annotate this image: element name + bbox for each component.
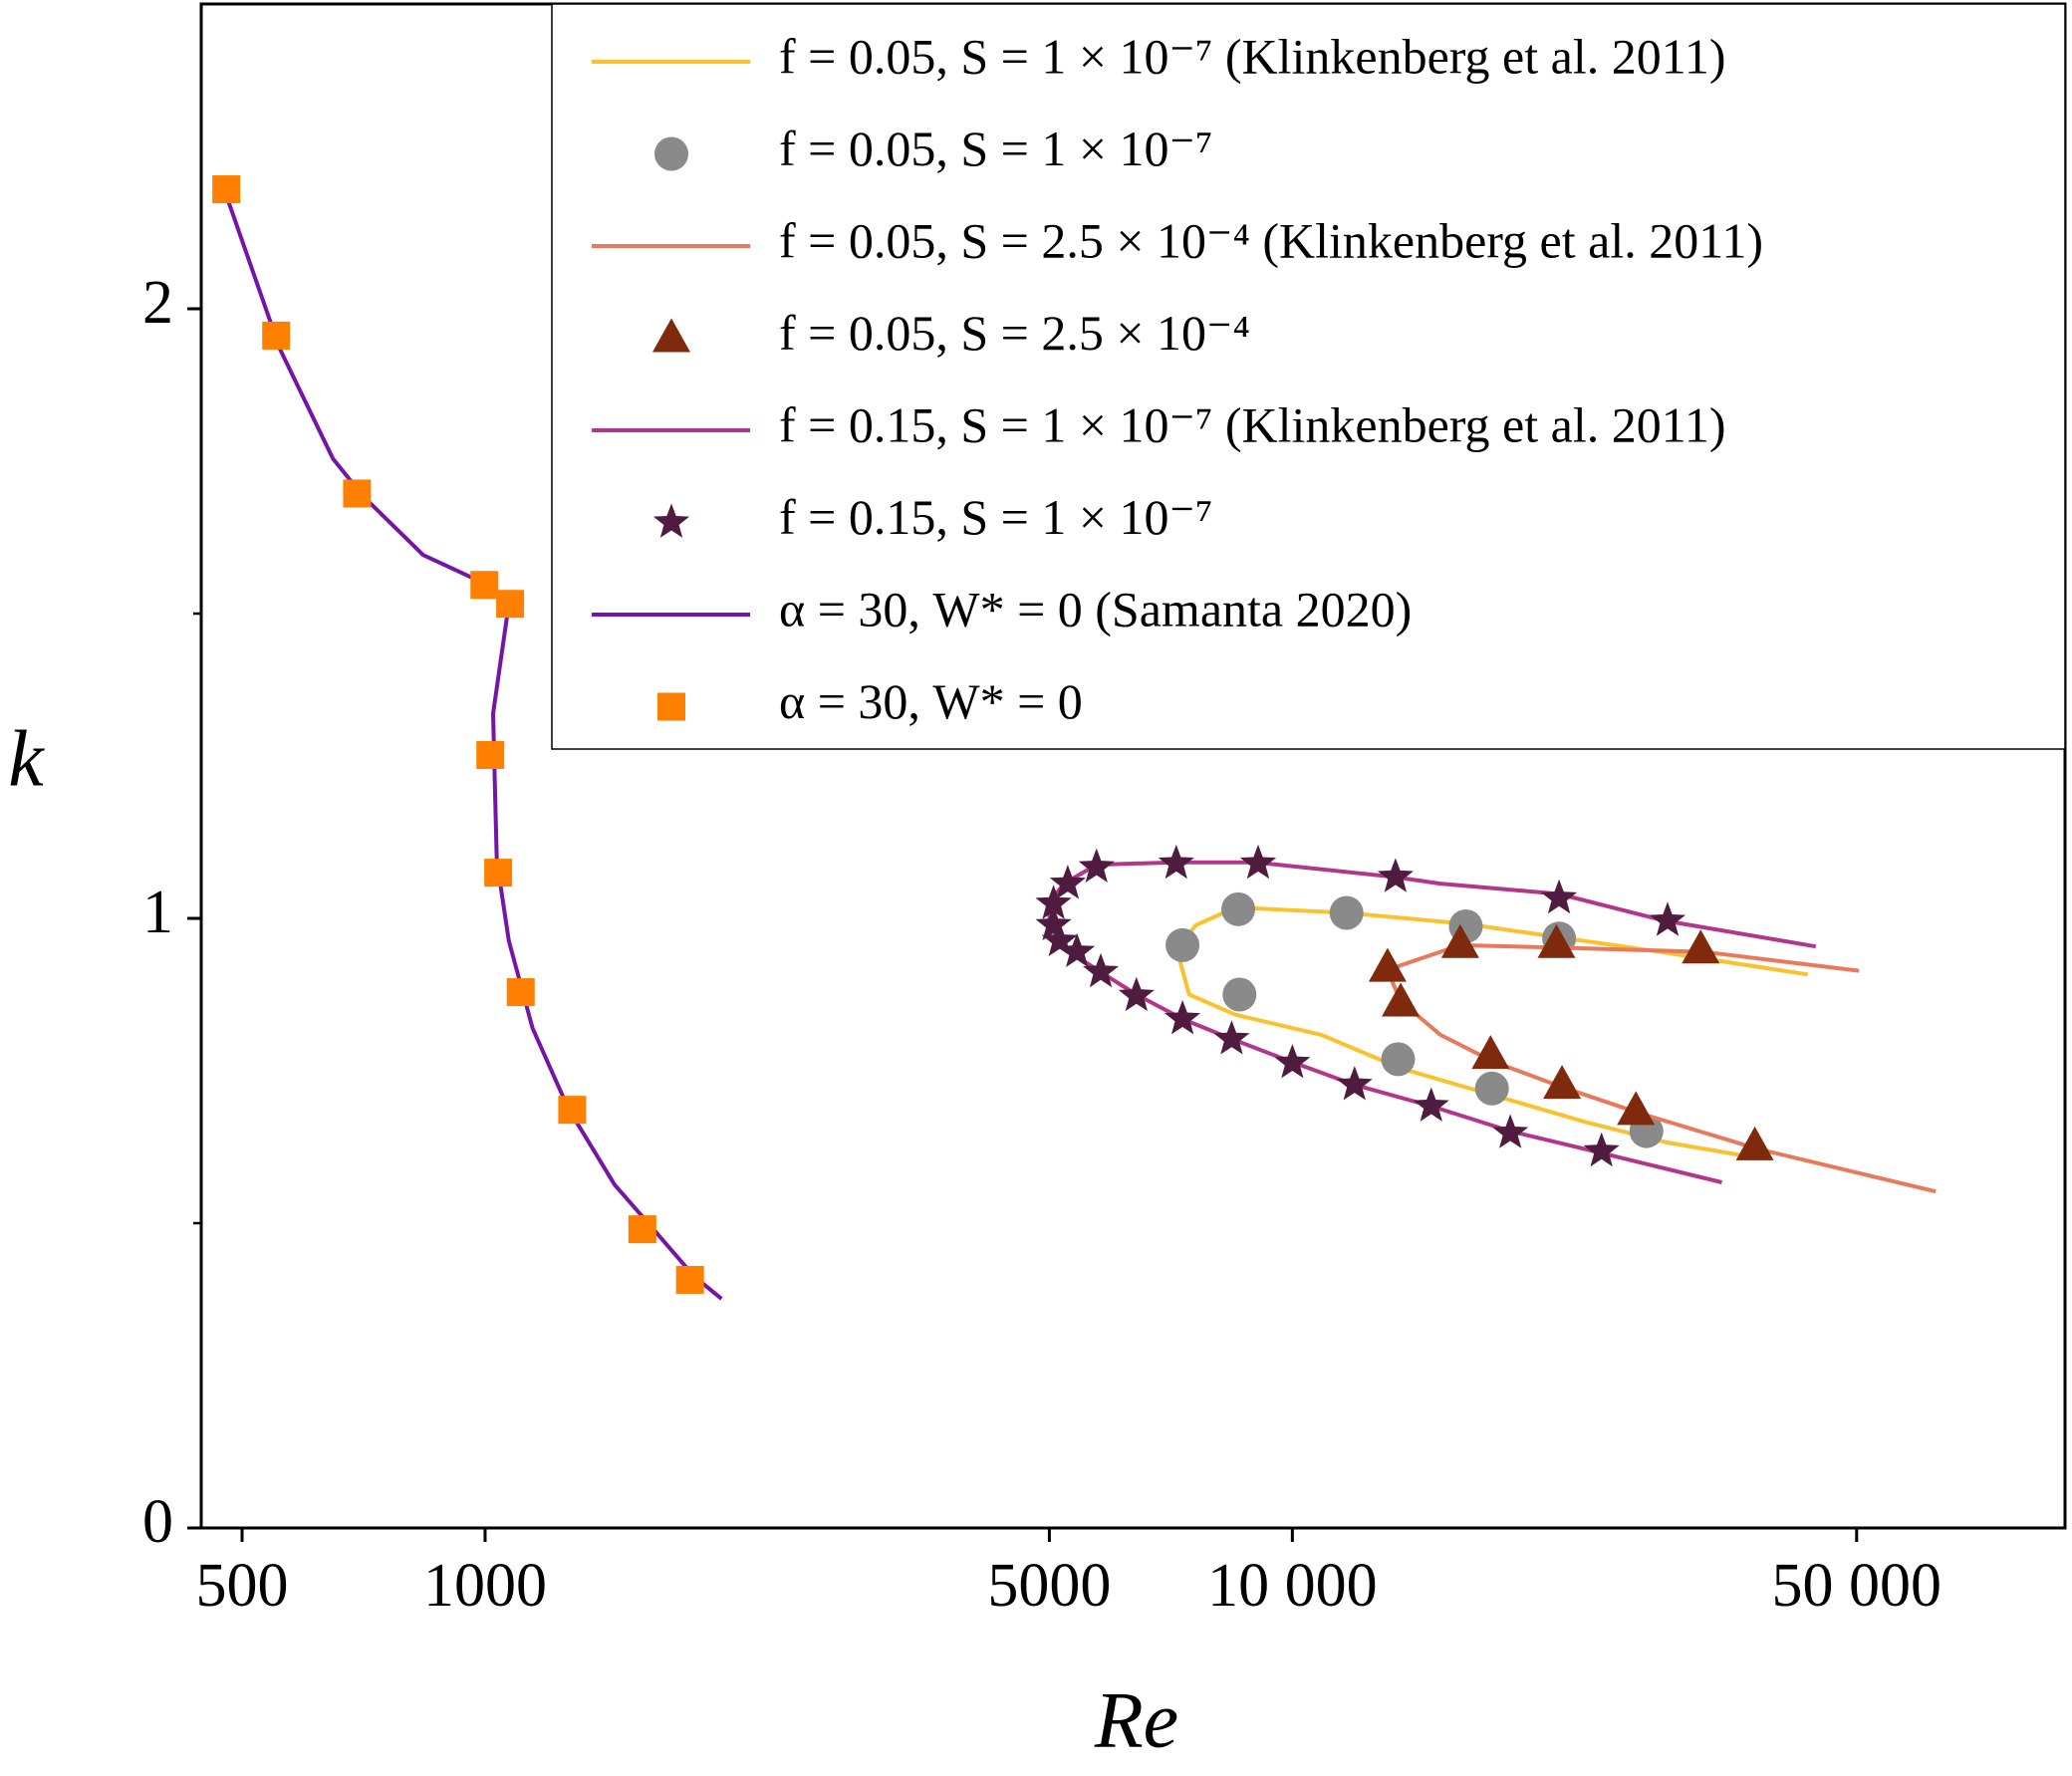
marker bbox=[1239, 844, 1277, 880]
series-line bbox=[1385, 942, 1937, 1194]
legend-label: f = 0.15, S = 1 × 10⁻⁷ (Klinkenberg et a… bbox=[779, 396, 1726, 452]
marker bbox=[476, 740, 505, 769]
y-tick-label: 0 bbox=[142, 1488, 173, 1556]
marker bbox=[1440, 923, 1479, 958]
legend-label: f = 0.05, S = 2.5 × 10⁻⁴ (Klinkenberg et… bbox=[779, 212, 1763, 268]
series-line bbox=[1173, 905, 1809, 1160]
marker bbox=[506, 978, 535, 1007]
marker bbox=[496, 590, 525, 619]
marker bbox=[1617, 1091, 1656, 1126]
marker bbox=[657, 692, 685, 721]
marker bbox=[1413, 1087, 1449, 1122]
marker bbox=[1059, 932, 1096, 967]
legend-label: f = 0.05, S = 1 × 10⁻⁷ (Klinkenberg et a… bbox=[779, 28, 1726, 84]
marker bbox=[1537, 923, 1576, 958]
legend-label: f = 0.05, S = 2.5 × 10⁻⁴ bbox=[779, 305, 1250, 361]
y-tick-label: 2 bbox=[142, 269, 173, 337]
marker bbox=[654, 136, 688, 171]
marker bbox=[1049, 865, 1086, 899]
marker bbox=[1682, 929, 1720, 964]
series-line bbox=[1046, 860, 1817, 1184]
marker bbox=[1377, 858, 1414, 892]
legend-label: f = 0.15, S = 1 × 10⁻⁷ bbox=[779, 489, 1212, 545]
marker bbox=[484, 859, 513, 888]
x-tick-label: 1000 bbox=[423, 1552, 547, 1620]
marker bbox=[1382, 982, 1421, 1017]
marker bbox=[675, 1265, 704, 1294]
marker bbox=[1381, 1042, 1416, 1077]
marker bbox=[1336, 1066, 1373, 1101]
marker bbox=[1368, 947, 1407, 982]
marker bbox=[1329, 895, 1364, 930]
marker bbox=[262, 321, 291, 350]
legend-box bbox=[551, 3, 2066, 750]
series-line bbox=[222, 190, 723, 1301]
legend-label: α = 30, W* = 0 (Samanta 2020) bbox=[779, 581, 1412, 636]
marker bbox=[1158, 844, 1194, 880]
marker bbox=[1735, 1126, 1774, 1160]
marker bbox=[1492, 1114, 1529, 1148]
x-tick-label: 5000 bbox=[987, 1552, 1111, 1620]
marker bbox=[212, 175, 241, 204]
x-tick-label: 50 000 bbox=[1772, 1552, 1942, 1620]
y-tick-label: 1 bbox=[142, 879, 173, 946]
marker bbox=[1083, 952, 1120, 988]
marker bbox=[1041, 921, 1078, 956]
x-axis-label: Re bbox=[1094, 1676, 1178, 1764]
marker bbox=[1035, 905, 1072, 941]
marker bbox=[1213, 1020, 1250, 1055]
marker bbox=[1474, 1071, 1509, 1106]
marker bbox=[1541, 879, 1578, 914]
marker bbox=[470, 571, 499, 600]
marker bbox=[1222, 977, 1257, 1012]
marker bbox=[1583, 1132, 1620, 1167]
marker bbox=[1649, 901, 1686, 936]
marker bbox=[652, 503, 690, 538]
x-tick-label: 10 000 bbox=[1207, 1552, 1378, 1620]
marker bbox=[1274, 1044, 1311, 1079]
marker bbox=[1221, 891, 1256, 926]
marker bbox=[1471, 1035, 1510, 1070]
marker bbox=[558, 1096, 587, 1125]
marker bbox=[1166, 927, 1200, 962]
marker bbox=[652, 318, 690, 353]
marker bbox=[1035, 885, 1072, 919]
legend-label: f = 0.05, S = 1 × 10⁻⁷ bbox=[779, 121, 1212, 176]
x-tick-label: 500 bbox=[196, 1552, 289, 1620]
marker bbox=[1078, 848, 1115, 883]
marker bbox=[343, 479, 372, 508]
marker bbox=[1165, 1000, 1201, 1035]
legend-label: α = 30, W* = 0 bbox=[779, 673, 1083, 729]
marker bbox=[1118, 976, 1155, 1012]
marker bbox=[628, 1215, 656, 1244]
y-axis-label: k bbox=[8, 715, 45, 803]
marker bbox=[1543, 1065, 1582, 1100]
